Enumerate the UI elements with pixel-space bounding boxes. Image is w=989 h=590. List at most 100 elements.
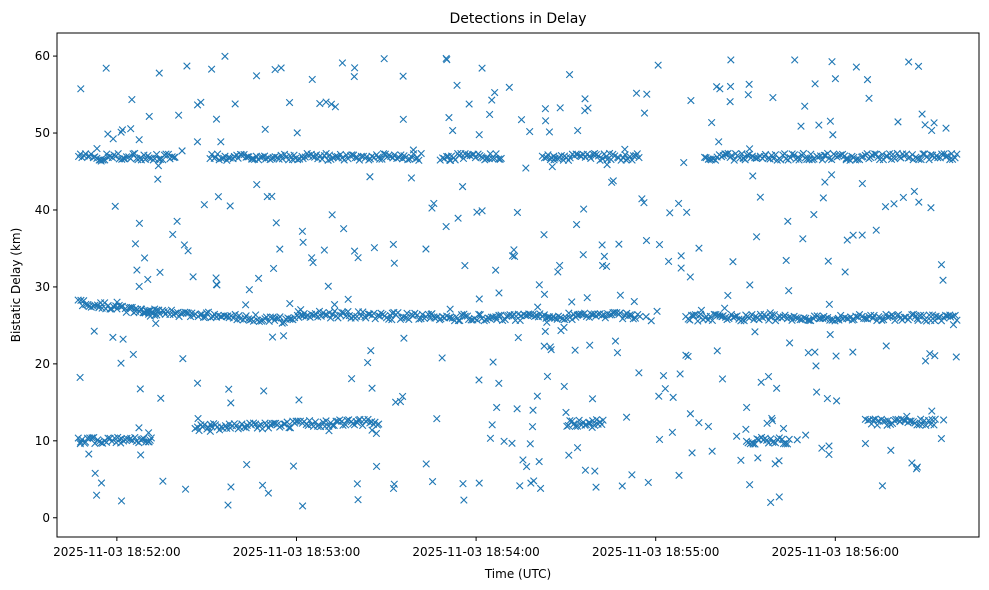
detection-point (946, 155, 954, 164)
detection-point (111, 202, 119, 210)
detection-point (475, 130, 483, 139)
detection-point (147, 434, 155, 442)
detection-point (407, 174, 416, 182)
detection-point (495, 311, 503, 320)
detection-point (927, 150, 935, 159)
detection-point (588, 395, 597, 403)
detection-point (635, 153, 643, 162)
detection-point (867, 420, 876, 428)
detection-point (459, 480, 467, 488)
detection-point (330, 300, 339, 309)
detection-point (575, 416, 583, 424)
detection-point (583, 293, 591, 302)
detection-point (217, 138, 225, 146)
detection-point (257, 421, 265, 429)
detection-point (545, 128, 554, 136)
detection-point (272, 219, 280, 227)
y-tick-label: 10 (35, 434, 50, 448)
detection-point (887, 446, 895, 455)
detection-point (749, 440, 757, 448)
detection-point (628, 471, 636, 479)
detection-point (676, 370, 684, 378)
detection-point (154, 175, 162, 183)
detection-point (892, 415, 900, 424)
detection-point (293, 129, 301, 137)
detection-point (913, 463, 922, 471)
detection-point (428, 204, 436, 212)
detection-point (818, 444, 826, 452)
detection-point (475, 310, 483, 319)
detection-point (697, 306, 706, 314)
detection-point (729, 313, 737, 322)
detection-point (865, 94, 873, 102)
detection-point (427, 310, 435, 319)
detection-point (331, 307, 339, 315)
detection-point (135, 424, 143, 432)
detection-point (508, 252, 517, 260)
detection-point (585, 152, 594, 160)
detection-point (490, 88, 499, 97)
detection-point (488, 421, 496, 429)
detection-point (154, 162, 163, 170)
detection-point (389, 240, 398, 249)
detection-point (921, 357, 930, 365)
detection-point (91, 301, 99, 310)
detection-point (732, 432, 741, 440)
detection-point (793, 436, 801, 444)
detection-point (536, 484, 545, 493)
detection-point (153, 311, 161, 319)
detection-point (309, 258, 317, 267)
detection-point (737, 456, 745, 464)
detection-point (74, 434, 82, 442)
detection-point (453, 81, 461, 89)
detection-point (193, 138, 202, 146)
detection-point (522, 462, 531, 471)
detection-point (716, 312, 724, 320)
detection-point (475, 295, 483, 303)
detection-point (142, 438, 150, 446)
detection-point (680, 158, 688, 167)
detection-point (82, 300, 90, 309)
detection-point (752, 233, 761, 241)
detection-point (242, 153, 250, 161)
y-tick-label: 20 (35, 357, 50, 371)
detection-point (912, 465, 921, 473)
detection-point (764, 372, 773, 381)
detection-point (184, 309, 193, 317)
detection-point (581, 107, 589, 115)
plot-area (57, 33, 979, 537)
detection-point (258, 481, 267, 489)
detection-point (573, 443, 582, 452)
detection-point (744, 90, 752, 99)
detection-point (849, 348, 857, 356)
detection-point (78, 435, 86, 444)
detection-point (786, 153, 794, 162)
detection-point (745, 145, 754, 153)
y-axis-label: Bistatic Delay (km) (9, 228, 23, 343)
detection-point (682, 351, 690, 359)
detection-point (677, 264, 685, 272)
detection-point (788, 316, 796, 325)
detection-point (894, 311, 903, 319)
detection-point (258, 153, 267, 161)
detection-point (299, 238, 307, 246)
detection-point (85, 450, 93, 458)
detection-point (475, 479, 483, 487)
detection-point (669, 393, 677, 402)
detection-point (526, 127, 534, 136)
detection-point (771, 460, 779, 468)
detection-point (109, 333, 117, 342)
x-tick-label: 2025-11-03 18:56:00 (772, 545, 899, 559)
detection-point (322, 417, 330, 425)
detection-point (308, 75, 316, 84)
detection-point (870, 311, 878, 320)
detection-point (686, 410, 695, 418)
detection-point (130, 149, 139, 158)
detection-point (581, 95, 589, 103)
detection-point (286, 299, 294, 308)
data-points (74, 52, 961, 510)
detection-point (825, 300, 834, 309)
detection-point (900, 313, 908, 321)
detection-point (454, 316, 463, 325)
detection-point (422, 245, 430, 253)
